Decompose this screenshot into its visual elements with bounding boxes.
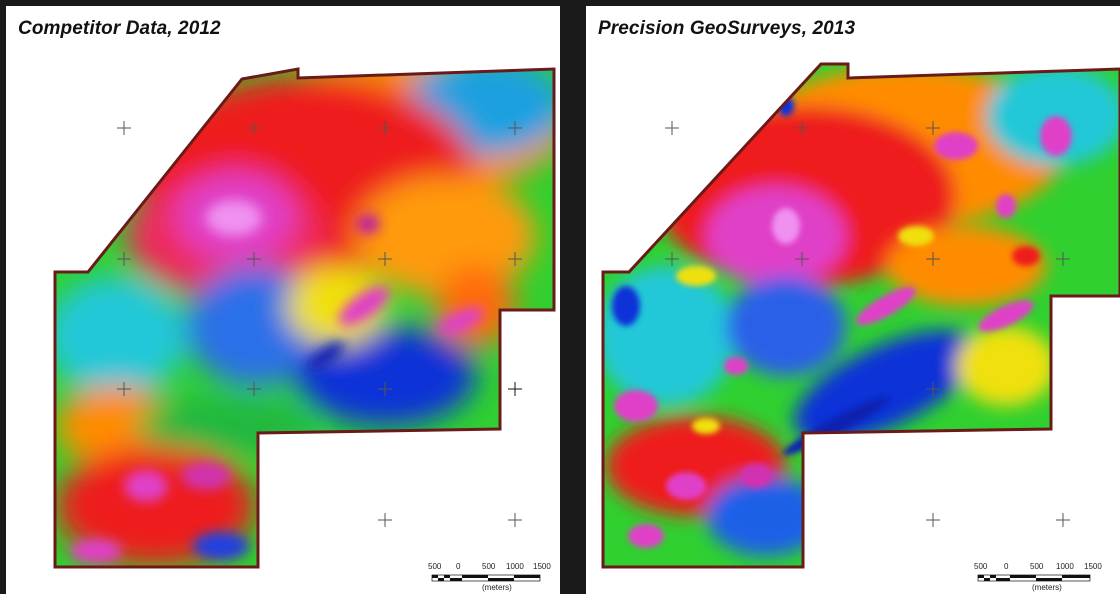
- scale-bar-graphic: [431, 574, 541, 582]
- scale-label: 500: [428, 562, 442, 571]
- scale-unit: (meters): [1032, 583, 1062, 592]
- survey-boundary-competitor: [53, 67, 556, 569]
- scale-label: 1000: [506, 562, 524, 571]
- scale-label: 500: [1030, 562, 1044, 571]
- scale-label: 1000: [1056, 562, 1074, 571]
- survey-boundary-precision: [601, 62, 1120, 569]
- scale-unit: (meters): [482, 583, 512, 592]
- scale-bar: 500 0 500 1000 1500 (meters): [424, 562, 554, 594]
- magnetic-map-competitor: [53, 67, 556, 569]
- scale-label: 0: [1004, 562, 1009, 571]
- scale-label: 500: [974, 562, 988, 571]
- scale-bar: 500 0 500 1000 1500 (meters): [970, 562, 1110, 594]
- anomaly-field-precision: [603, 64, 1120, 567]
- anomaly-field-competitor: [55, 69, 554, 567]
- grid-crosses-precision: [665, 121, 1070, 527]
- magnetic-map-precision: [601, 62, 1120, 569]
- scale-label: 1500: [1084, 562, 1102, 571]
- scale-bar-graphic: [977, 574, 1091, 582]
- scale-label: 0: [456, 562, 461, 571]
- scale-label: 500: [482, 562, 496, 571]
- panel-title: Precision GeoSurveys, 2013: [598, 18, 856, 39]
- panel-title: Competitor Data, 2012: [18, 18, 221, 39]
- grid-crosses-competitor: [117, 121, 522, 527]
- panel-precision: Precision GeoSurveys, 2013 500 0 500 100…: [586, 6, 1120, 594]
- panel-competitor: Competitor Data, 2012 500 0 500 1000 150…: [6, 6, 560, 594]
- scale-label: 1500: [533, 562, 551, 571]
